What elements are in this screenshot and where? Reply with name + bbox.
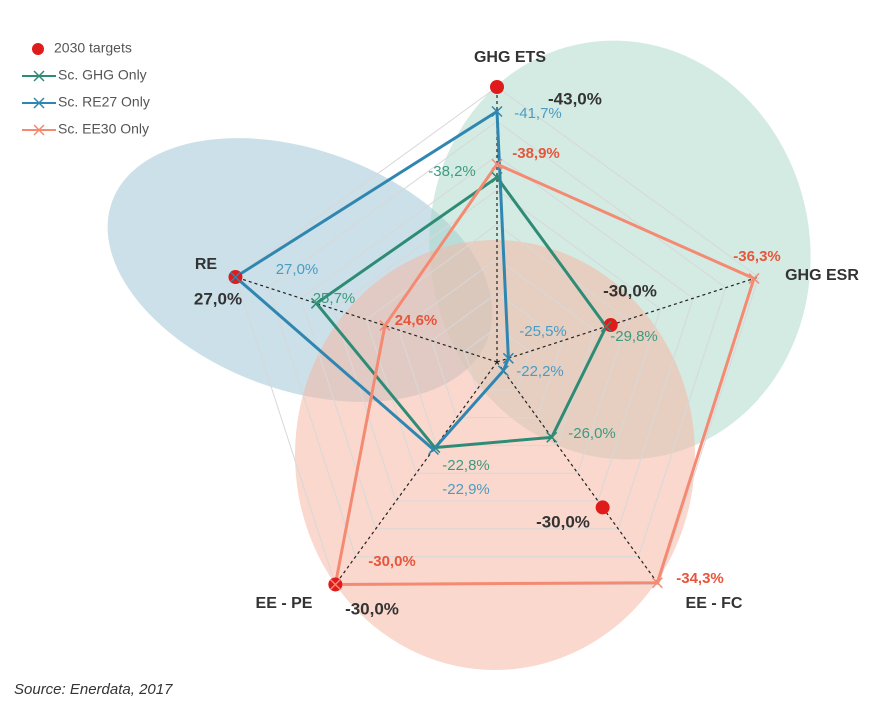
legend-marker bbox=[33, 70, 45, 82]
value-label: -38,9% bbox=[512, 145, 560, 162]
legend-marker bbox=[33, 124, 45, 136]
value-label: -30,0% bbox=[603, 281, 657, 300]
legend-marker bbox=[33, 97, 45, 109]
grid-ring bbox=[365, 223, 629, 474]
value-label: -41,7% bbox=[514, 105, 562, 122]
vertex-marker bbox=[497, 365, 509, 377]
value-label: 27,0% bbox=[276, 261, 319, 278]
value-label: -26,0% bbox=[568, 425, 616, 442]
grid-ring bbox=[431, 292, 563, 419]
value-label: -38,2% bbox=[428, 163, 476, 180]
vertex-marker bbox=[651, 577, 663, 589]
vertex-marker bbox=[379, 320, 391, 332]
value-label: -22,2% bbox=[516, 363, 564, 380]
axis-spoke bbox=[235, 276, 498, 363]
grid-ring bbox=[300, 155, 694, 530]
value-label: -22,8% bbox=[442, 457, 490, 474]
series-line bbox=[333, 162, 756, 586]
value-label: -30,0% bbox=[368, 553, 416, 570]
value-label: -36,3% bbox=[733, 248, 781, 265]
axis-spoke bbox=[496, 276, 759, 363]
vertex-marker bbox=[748, 272, 760, 285]
grid-ring bbox=[463, 327, 531, 391]
vertex-marker bbox=[546, 431, 558, 443]
axis-spoke bbox=[334, 361, 498, 585]
axis-spoke bbox=[496, 361, 660, 585]
value-label: -34,3% bbox=[676, 570, 724, 587]
vertex-marker bbox=[491, 171, 503, 183]
value-label: -30,0% bbox=[536, 512, 590, 531]
value-label: -43,0% bbox=[548, 89, 602, 108]
series-line bbox=[232, 108, 510, 452]
category-label: EE - FC bbox=[686, 595, 743, 612]
vertex-marker bbox=[502, 352, 514, 364]
value-label: -30,0% bbox=[345, 599, 399, 618]
source: Source: Enerdata, 2017 bbox=[14, 681, 173, 698]
grid-ring bbox=[267, 120, 727, 558]
vertex-marker bbox=[329, 578, 341, 591]
vertex-marker bbox=[229, 271, 241, 283]
value-label: -25,5% bbox=[519, 323, 567, 340]
grid-ring bbox=[332, 189, 662, 502]
grid-ring bbox=[398, 258, 596, 446]
value-label: 24,6% bbox=[395, 312, 438, 329]
target-dot bbox=[595, 500, 610, 515]
legend-label: Sc. GHG Only bbox=[58, 67, 147, 83]
value-label: 27,0% bbox=[194, 289, 242, 308]
category-label: GHG ETS bbox=[474, 49, 546, 66]
legend-label: Sc. RE27 Only bbox=[58, 94, 150, 110]
legend-dot bbox=[32, 43, 44, 55]
legend-label: Sc. EE30 Only bbox=[58, 121, 149, 137]
vertex-marker bbox=[491, 158, 503, 170]
vertex-marker bbox=[427, 443, 439, 456]
category-label: EE - PE bbox=[256, 595, 313, 612]
category-label: RE bbox=[195, 256, 218, 273]
value-label: 25,7% bbox=[313, 290, 356, 307]
vertex-marker bbox=[491, 105, 503, 118]
category-label: GHG ESR bbox=[785, 267, 859, 284]
vertex-marker bbox=[600, 320, 612, 333]
legend-label: 2030 targets bbox=[54, 40, 132, 56]
target-dot bbox=[490, 80, 504, 94]
value-label: -22,9% bbox=[442, 481, 490, 498]
series-line bbox=[314, 175, 608, 450]
vertex-marker bbox=[310, 297, 322, 309]
value-label: -29,8% bbox=[610, 328, 658, 345]
